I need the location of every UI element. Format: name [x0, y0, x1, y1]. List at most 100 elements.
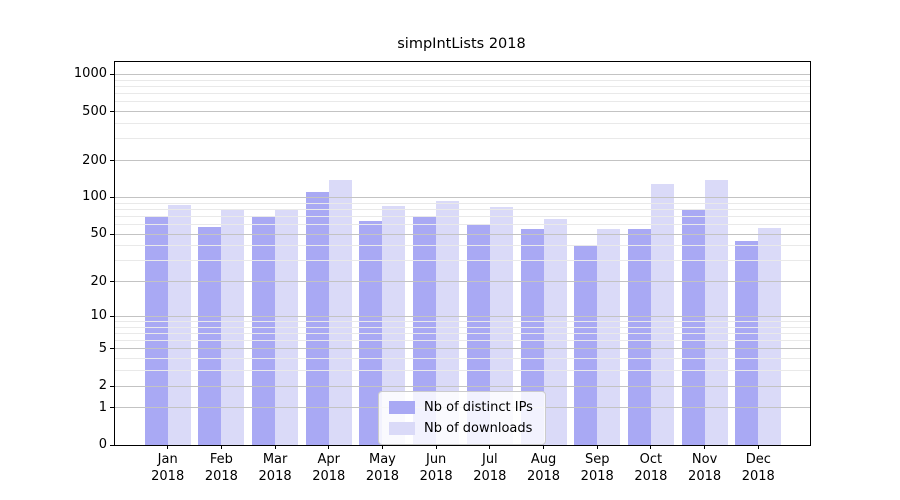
y-tick-label: 50: [90, 226, 107, 242]
x-tick-label: Sep 2018: [580, 452, 614, 484]
y-tick-label: 20: [90, 273, 107, 289]
legend-entry-downloads: Nb of downloads: [389, 421, 533, 436]
bar-distinct-ips-mar: [252, 216, 276, 445]
bar-distinct-ips-dec: [735, 240, 759, 445]
gridline-minor: [115, 326, 810, 328]
gridline-major: [115, 281, 810, 283]
gridline-minor: [115, 321, 810, 322]
x-tick-mark: [328, 445, 330, 449]
y-tick-label: 2: [98, 378, 107, 394]
y-tick-mark: [110, 196, 114, 198]
y-tick-label: 5: [98, 340, 107, 356]
bar-distinct-ips-jan: [144, 216, 168, 445]
gridline-minor: [115, 215, 810, 217]
bar-downloads-apr: [328, 180, 352, 445]
gridline-major: [115, 348, 810, 350]
gridline-major: [115, 233, 810, 235]
bar-downloads-aug: [543, 218, 567, 445]
gridline-minor: [115, 85, 810, 87]
x-tick-mark: [543, 445, 545, 449]
x-tick-mark: [220, 445, 222, 449]
gridline-minor: [115, 123, 810, 124]
x-tick-label: Jan 2018: [151, 452, 185, 484]
gridline-minor: [115, 332, 810, 334]
x-tick-mark: [704, 445, 706, 449]
gridline-minor: [115, 370, 810, 372]
bar-downloads-nov: [704, 179, 728, 445]
legend-label-downloads: Nb of downloads: [424, 421, 533, 436]
x-tick-label: Mar 2018: [258, 452, 292, 484]
gridline-major: [115, 196, 810, 198]
gridline-minor: [115, 93, 810, 95]
x-tick-mark: [274, 445, 276, 449]
y-tick-label: 1000: [73, 66, 107, 82]
y-tick-mark: [110, 348, 114, 350]
x-tick-label: Aug 2018: [526, 452, 561, 484]
x-tick-label: Apr 2018: [312, 452, 346, 484]
x-tick-label: Feb 2018: [204, 452, 238, 484]
x-tick-label: Oct 2018: [634, 452, 668, 484]
bar-distinct-ips-oct: [627, 229, 651, 445]
gridline-minor: [115, 245, 810, 247]
bar-downloads-jul: [489, 206, 513, 445]
gridline-major: [115, 385, 810, 387]
gridline-minor: [115, 358, 810, 360]
gridline-major: [115, 111, 810, 113]
y-tick-label: 500: [82, 103, 107, 119]
legend-label-distinct-ips: Nb of distinct IPs: [424, 400, 533, 415]
y-tick-label: 0: [98, 437, 107, 452]
x-tick-mark: [596, 445, 598, 449]
y-tick-label: 10: [90, 308, 107, 324]
bar-distinct-ips-jul: [466, 223, 490, 445]
gridline-minor: [115, 224, 810, 225]
x-tick-label: Dec 2018: [741, 452, 775, 484]
gridline-minor: [115, 260, 810, 262]
x-tick-label: May 2018: [365, 452, 399, 484]
y-tick-mark: [110, 407, 114, 409]
y-tick-mark: [110, 111, 114, 113]
plot-area: Nb of distinct IPs Nb of downloads 0 1 2 5 1…: [74, 61, 811, 484]
bar-distinct-ips-apr: [305, 192, 329, 445]
y-tick-label: 1: [98, 399, 107, 415]
y-tick-label: 200: [82, 152, 107, 168]
x-tick-mark: [167, 445, 169, 449]
y-tick-mark: [110, 315, 114, 317]
bar-downloads-may: [382, 206, 406, 445]
y-tick-mark: [110, 281, 114, 283]
y-tick-mark: [110, 385, 114, 387]
chart-title: simpIntLists 2018: [397, 36, 526, 52]
legend-swatch-distinct-ips: [389, 401, 415, 414]
gridline-minor: [115, 79, 810, 81]
x-tick-mark: [381, 445, 383, 449]
y-tick-mark: [110, 233, 114, 235]
gridline-major: [115, 73, 810, 75]
bar-distinct-ips-sep: [574, 245, 598, 445]
bar-downloads-dec: [758, 228, 782, 445]
x-tick-mark: [757, 445, 759, 449]
y-tick-mark: [110, 160, 114, 162]
legend-swatch-downloads: [389, 422, 415, 435]
y-tick-mark: [110, 444, 114, 446]
y-tick-mark: [110, 73, 114, 75]
gridline-major: [115, 315, 810, 317]
gridline-major: [115, 160, 810, 162]
y-tick-label: 100: [82, 189, 107, 205]
gridline-minor: [115, 138, 810, 140]
x-tick-label: Jun 2018: [419, 452, 453, 484]
x-tick-mark: [489, 445, 491, 449]
bar-downloads-sep: [597, 229, 621, 445]
x-tick-mark: [650, 445, 652, 449]
bar-downloads-jun: [436, 201, 460, 445]
legend: Nb of distinct IPs Nb of downloads: [378, 391, 546, 445]
gridline-minor: [115, 101, 810, 103]
bar-downloads-jan: [167, 204, 191, 445]
x-tick-label: Nov 2018: [688, 452, 722, 484]
legend-entry-distinct-ips: Nb of distinct IPs: [389, 400, 533, 415]
x-tick-label: Jul 2018: [473, 452, 507, 484]
bar-downloads-oct: [650, 184, 674, 445]
x-tick-mark: [435, 445, 437, 449]
gridline-minor: [115, 340, 810, 342]
gridline-minor: [115, 208, 810, 210]
gridline-minor: [115, 202, 810, 204]
